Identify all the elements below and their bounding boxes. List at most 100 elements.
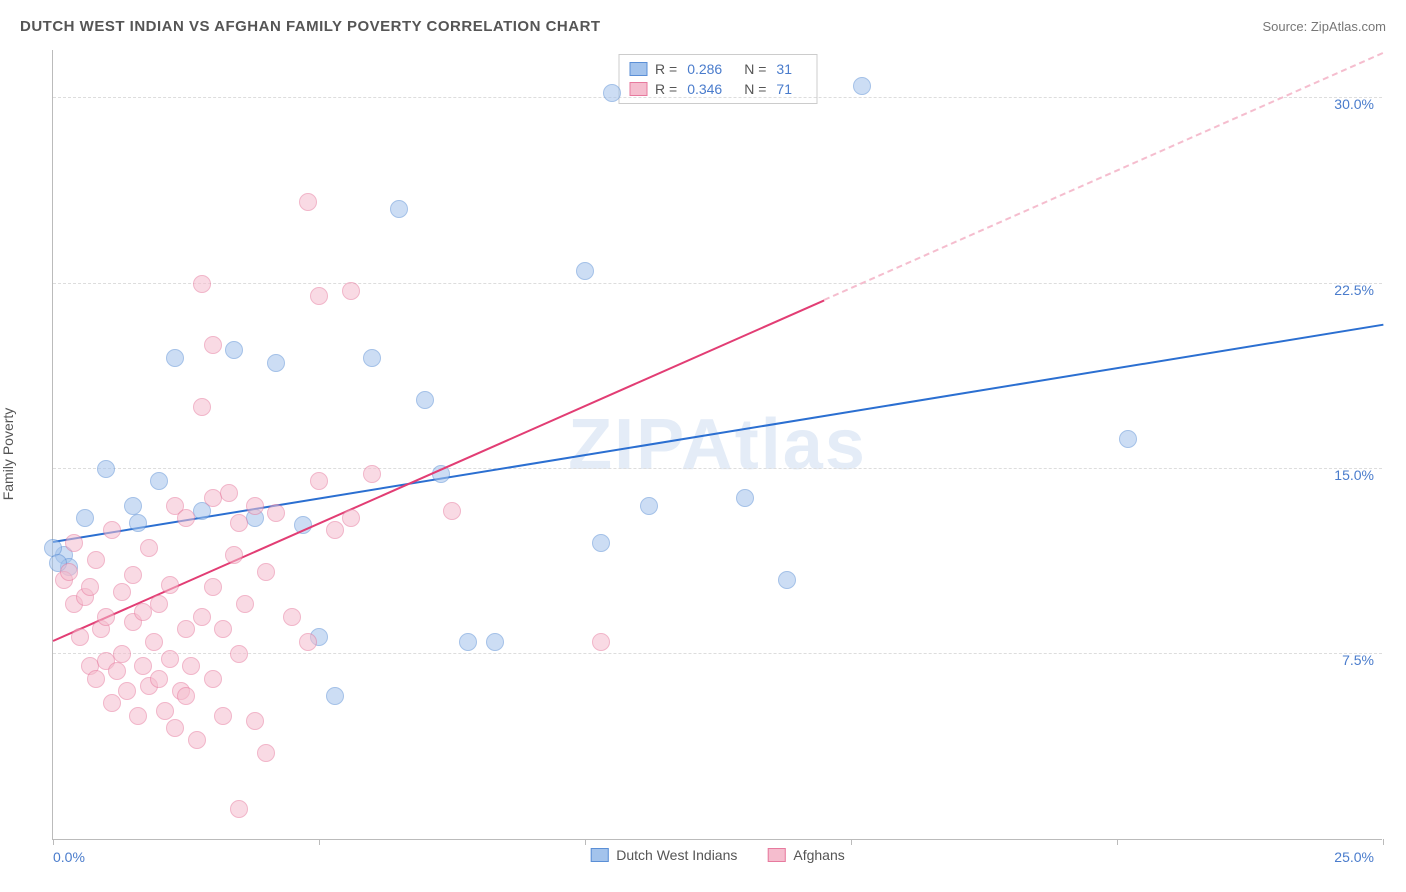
data-point <box>113 583 131 601</box>
data-point <box>161 576 179 594</box>
r-label: R = <box>655 81 677 97</box>
data-point <box>326 687 344 705</box>
gridline <box>53 468 1382 469</box>
source-label: Source: ZipAtlas.com <box>1262 19 1386 34</box>
data-point <box>177 687 195 705</box>
x-axis-max-label: 25.0% <box>1334 849 1374 865</box>
x-tick-mark <box>1117 839 1118 845</box>
y-tick-label: 7.5% <box>1342 652 1374 668</box>
data-point <box>326 521 344 539</box>
y-tick-label: 22.5% <box>1334 282 1374 298</box>
data-point <box>640 497 658 515</box>
data-point <box>1119 430 1137 448</box>
data-point <box>145 633 163 651</box>
data-point <box>166 349 184 367</box>
legend-swatch <box>629 62 647 76</box>
data-point <box>150 670 168 688</box>
data-point <box>230 800 248 818</box>
legend-swatch <box>590 848 608 862</box>
data-point <box>193 275 211 293</box>
data-point <box>299 193 317 211</box>
y-tick-label: 30.0% <box>1334 96 1374 112</box>
data-point <box>853 77 871 95</box>
data-point <box>97 608 115 626</box>
data-point <box>283 608 301 626</box>
n-label: N = <box>744 81 766 97</box>
trend-line-dashed <box>824 52 1383 301</box>
data-point <box>246 497 264 515</box>
data-point <box>267 504 285 522</box>
data-point <box>204 670 222 688</box>
y-axis-label: Family Poverty <box>0 408 16 501</box>
data-point <box>225 546 243 564</box>
x-axis-min-label: 0.0% <box>53 849 85 865</box>
data-point <box>204 578 222 596</box>
data-point <box>166 719 184 737</box>
data-point <box>214 707 232 725</box>
data-point <box>103 521 121 539</box>
data-point <box>140 539 158 557</box>
gridline <box>53 97 1382 98</box>
data-point <box>71 628 89 646</box>
data-point <box>603 84 621 102</box>
legend-stat-row: R = 0.346 N = 71 <box>629 79 806 99</box>
x-tick-mark <box>851 839 852 845</box>
legend-series-item: Dutch West Indians <box>590 847 737 863</box>
gridline <box>53 283 1382 284</box>
legend-stat-row: R =0.286N =31 <box>629 59 806 79</box>
data-point <box>134 657 152 675</box>
data-point <box>443 502 461 520</box>
data-point <box>103 694 121 712</box>
data-point <box>736 489 754 507</box>
x-tick-mark <box>319 839 320 845</box>
data-point <box>129 514 147 532</box>
data-point <box>230 645 248 663</box>
r-value: 0.346 <box>687 81 722 97</box>
x-tick-mark <box>1383 839 1384 845</box>
data-point <box>576 262 594 280</box>
data-point <box>267 354 285 372</box>
data-point <box>97 460 115 478</box>
x-tick-mark <box>53 839 54 845</box>
n-value: 71 <box>776 81 792 97</box>
data-point <box>177 509 195 527</box>
data-point <box>87 670 105 688</box>
data-point <box>363 465 381 483</box>
data-point <box>76 509 94 527</box>
data-point <box>257 744 275 762</box>
legend-swatch <box>629 82 647 96</box>
series-legend: Dutch West IndiansAfghans <box>590 847 845 863</box>
data-point <box>310 287 328 305</box>
data-point <box>486 633 504 651</box>
data-point <box>161 650 179 668</box>
data-point <box>220 484 238 502</box>
data-point <box>81 578 99 596</box>
data-point <box>225 341 243 359</box>
scatter-plot-area: ZIPAtlas R =0.286N =31R =0.346N =71 Dutc… <box>52 50 1382 840</box>
n-label: N = <box>744 61 766 77</box>
chart-title: DUTCH WEST INDIAN VS AFGHAN FAMILY POVER… <box>20 18 601 35</box>
data-point <box>778 571 796 589</box>
data-point <box>108 662 126 680</box>
data-point <box>214 620 232 638</box>
data-point <box>124 497 142 515</box>
data-point <box>342 282 360 300</box>
data-point <box>257 563 275 581</box>
r-label: R = <box>655 61 677 77</box>
data-point <box>129 707 147 725</box>
legend-swatch <box>767 848 785 862</box>
data-point <box>113 645 131 663</box>
data-point <box>246 712 264 730</box>
data-point <box>592 534 610 552</box>
x-tick-mark <box>585 839 586 845</box>
data-point <box>592 633 610 651</box>
data-point <box>416 391 434 409</box>
data-point <box>310 472 328 490</box>
data-point <box>204 336 222 354</box>
data-point <box>193 608 211 626</box>
data-point <box>299 633 317 651</box>
data-point <box>182 657 200 675</box>
data-point <box>87 551 105 569</box>
data-point <box>236 595 254 613</box>
data-point <box>65 534 83 552</box>
